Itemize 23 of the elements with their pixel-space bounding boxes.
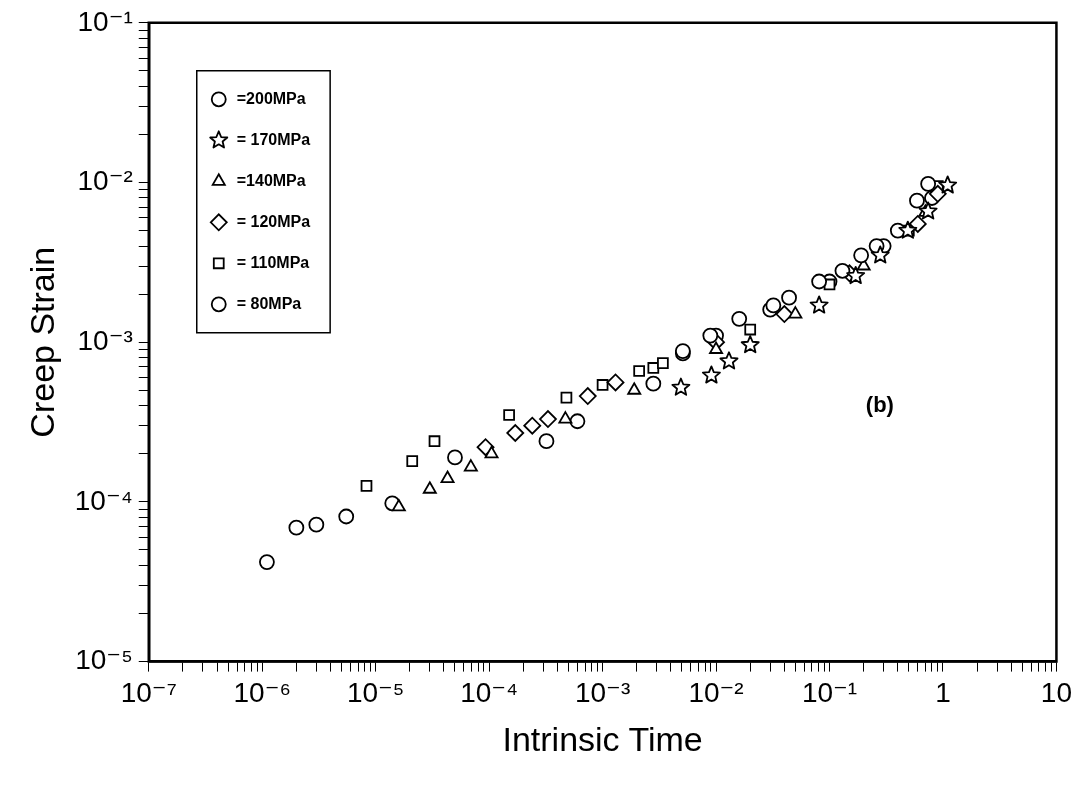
legend-label: =200MPa	[236, 89, 306, 107]
x-tick-label: 1	[935, 677, 951, 709]
y-tick-label: 10⁻⁵	[75, 644, 133, 676]
x-tick-label: 10	[1040, 677, 1073, 709]
annotation: (b)	[865, 392, 894, 418]
x-axis-title: Intrinsic Time	[502, 719, 703, 758]
y-tick-label: 10⁻³	[77, 324, 133, 356]
y-axis-title: Creep Strain	[22, 246, 61, 438]
legend-label: = 110MPa	[236, 253, 310, 271]
x-tick-label: 10⁻²	[688, 677, 744, 709]
x-tick-label: 10⁻³	[574, 677, 631, 709]
legend-label: = 170MPa	[236, 130, 311, 148]
x-tick-label: 10⁻⁶	[233, 677, 291, 709]
y-tick-label: 10⁻⁴	[74, 484, 133, 516]
x-tick-label: 10⁻⁴	[460, 677, 519, 709]
legend-label: = 80MPa	[236, 294, 302, 312]
x-tick-label: 10⁻⁷	[120, 677, 177, 709]
x-tick-label: 10⁻¹	[801, 677, 858, 709]
y-tick-label: 10⁻¹	[77, 5, 133, 37]
legend-label: =140MPa	[236, 171, 306, 189]
y-tick-label: 10⁻²	[77, 165, 133, 197]
x-tick-label: 10⁻⁵	[346, 677, 405, 709]
legend-label: = 120MPa	[236, 212, 311, 230]
